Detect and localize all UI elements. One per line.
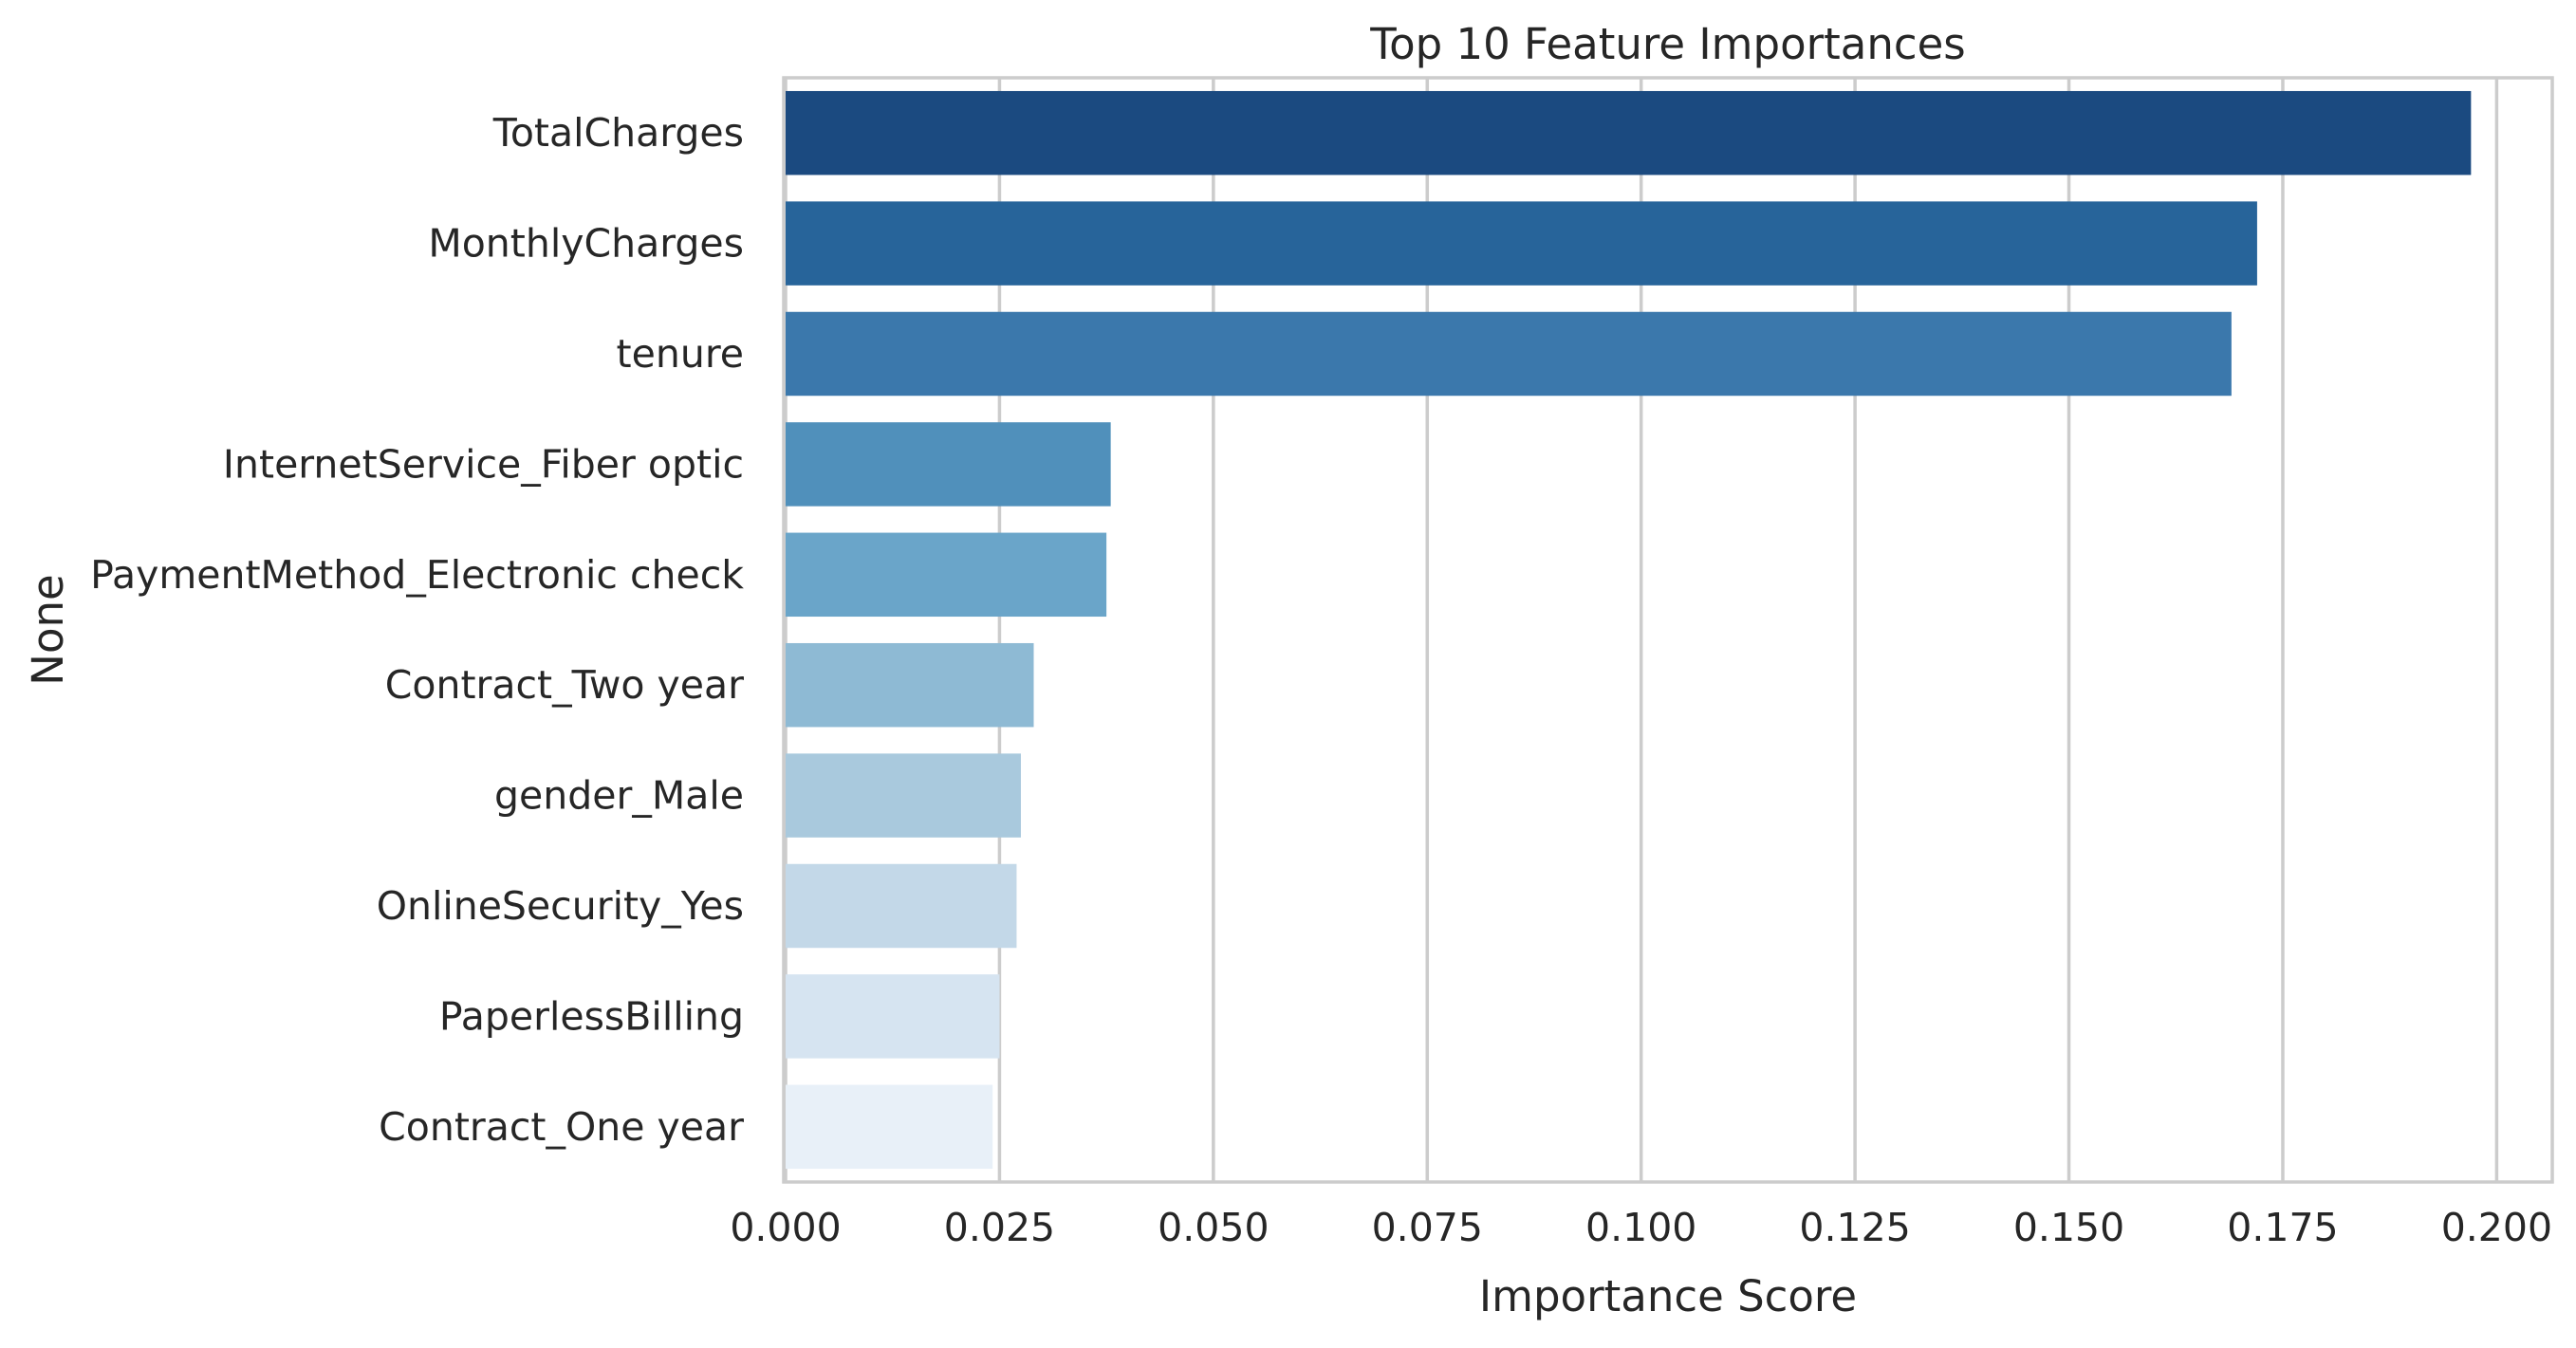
x-tick-label: 0.075	[1372, 1205, 1483, 1250]
bar	[786, 974, 1000, 1059]
category-label: Contract_Two year	[385, 662, 744, 708]
bar	[786, 753, 1021, 838]
x-tick-label: 0.100	[1585, 1205, 1696, 1250]
chart-title: Top 10 Feature Importances	[1369, 19, 1965, 69]
x-tick-label: 0.150	[2013, 1205, 2124, 1250]
category-label: PaymentMethod_Electronic check	[90, 552, 744, 598]
x-tick-labels: 0.000 0.025 0.050 0.075 0.100 0.125 0.150 0.175…	[730, 1205, 2552, 1250]
category-labels: TotalCharges MonthlyCharges tenure Internet…	[90, 110, 744, 1150]
category-label: TotalCharges	[492, 110, 744, 156]
category-label: gender_Male	[494, 773, 744, 819]
plot-frame	[782, 76, 2554, 1184]
bars-layer	[786, 90, 2472, 1170]
x-axis-label: Importance Score	[1479, 1271, 1857, 1321]
category-label: Contract_One year	[379, 1104, 744, 1150]
category-label: MonthlyCharges	[428, 221, 744, 267]
bar	[786, 201, 2257, 286]
bar	[786, 642, 1034, 728]
y-axis-label: None	[23, 574, 73, 685]
category-label: PaperlessBilling	[439, 993, 744, 1039]
bar	[786, 311, 2232, 397]
category-label: InternetService_Fiber optic	[223, 441, 744, 487]
bar	[786, 90, 2472, 175]
category-label: OnlineSecurity_Yes	[377, 883, 744, 929]
x-tick-label: 0.025	[944, 1205, 1055, 1250]
x-tick-label: 0.050	[1158, 1205, 1269, 1250]
bar	[786, 422, 1111, 507]
bar	[786, 863, 1017, 949]
x-tick-label: 0.175	[2227, 1205, 2338, 1250]
bar	[786, 532, 1107, 618]
bar	[786, 1084, 993, 1170]
x-tick-label: 0.200	[2441, 1205, 2552, 1250]
category-label: tenure	[617, 331, 744, 377]
x-tick-label: 0.125	[1799, 1205, 1910, 1250]
x-tick-label: 0.000	[730, 1205, 841, 1250]
